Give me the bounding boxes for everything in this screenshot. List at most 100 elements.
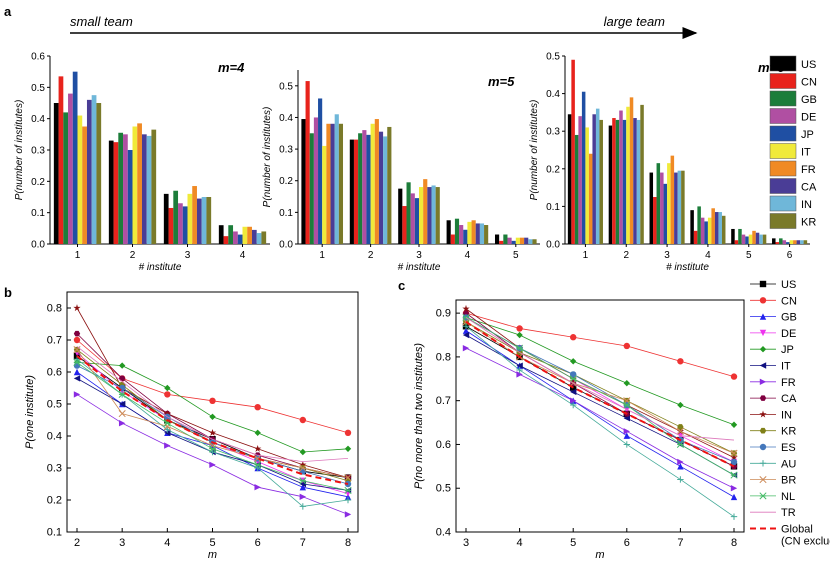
bar-FR-1: [82, 126, 87, 244]
point-IN-8: [730, 453, 738, 461]
plot-frame: [66, 291, 359, 533]
bar-IT-4: [242, 226, 248, 244]
y-tick-label: 0.4: [31, 114, 45, 125]
y-axis-label: P(number of institutes): [14, 100, 25, 201]
point-CA-2: [73, 330, 81, 337]
bar-IT-2: [370, 123, 375, 244]
bar-US-1: [53, 103, 59, 244]
point-AU-6: [623, 441, 630, 448]
point-FR-3: [118, 420, 126, 427]
bar-IN-2: [146, 135, 152, 244]
bar-IT-3: [419, 187, 424, 244]
point-AU-8: [344, 496, 352, 504]
bar-DE-5: [507, 237, 512, 244]
bar-FR-3: [670, 155, 675, 244]
legend-label-KR: KR: [801, 217, 816, 229]
bar-FR-2: [137, 123, 142, 244]
bar-FR-5: [519, 237, 525, 244]
bar-JP-3: [414, 198, 419, 244]
point-CA-3: [118, 375, 126, 382]
point-JP-5: [209, 413, 216, 420]
bar-IN-3: [677, 170, 682, 244]
x-tick-label: 3: [664, 250, 670, 261]
legend-swatch-JP: [769, 125, 797, 142]
series-line-IT: [465, 334, 735, 476]
bar-JP-2: [127, 150, 133, 244]
bar-DE-4: [233, 231, 238, 244]
bar-CA-5: [524, 237, 529, 244]
bar-CN-3: [402, 206, 407, 244]
point-JP-5: [570, 358, 577, 365]
y-axis-label: P(no more than two institutes): [413, 343, 425, 489]
point-IT-3: [118, 400, 126, 408]
y-tick-label: 0.9: [436, 308, 451, 320]
x-tick-label: 3: [416, 250, 422, 261]
legend-label-GB: GB: [781, 312, 797, 324]
bar-US-3: [163, 193, 169, 244]
bar-FR-5: [752, 230, 756, 244]
bar-JP-2: [366, 134, 371, 244]
point-AU-8: [730, 513, 738, 520]
bar-IT-5: [515, 237, 520, 244]
point-IN-3: [462, 304, 470, 312]
bar-IN-1: [334, 114, 339, 244]
x-tick-label: 5: [746, 250, 752, 261]
bar-IN-1: [595, 108, 600, 244]
y-tick-label: 0.6: [436, 439, 451, 451]
legend-label-CA: CA: [781, 393, 797, 405]
point-CN-7: [677, 358, 684, 365]
legend-label-JP: JP: [781, 344, 794, 356]
bar-GB-3: [406, 182, 411, 244]
point-NL-5: [569, 375, 577, 383]
series-line-Global: [76, 355, 349, 485]
bar-IN-1: [91, 95, 97, 245]
bar-GB-5: [503, 234, 508, 244]
point-CN-6: [623, 342, 630, 350]
point-JP-6: [254, 429, 261, 436]
bar-IN-3: [201, 197, 207, 244]
legend-label-CN: CN: [801, 77, 817, 89]
bar-IT-3: [187, 193, 193, 244]
legend-marker-US: [759, 280, 767, 288]
point-IN-4: [163, 409, 171, 417]
x-tick-label: 4: [465, 250, 471, 261]
point-CN-6: [254, 404, 261, 411]
legend-marker-AU: [759, 460, 767, 467]
point-IT-5: [570, 388, 577, 396]
large-team-label: large team: [604, 14, 666, 29]
point-GB-6: [623, 432, 630, 439]
chart-title: m=6: [758, 60, 785, 75]
y-tick-label: 0.1: [546, 202, 560, 213]
series-line-JP: [465, 317, 735, 426]
y-tick-label: 0.8: [436, 351, 451, 363]
bar-KR-3: [681, 170, 685, 244]
series-line-GB: [465, 330, 735, 498]
panel-label-a: a: [4, 4, 12, 19]
legend-swatch-CN: [769, 73, 797, 89]
y-tick-label: 0.4: [279, 113, 293, 124]
point-NL-2: [73, 358, 81, 366]
point-AU-4: [516, 366, 523, 374]
y-tick-label: 0.6: [47, 367, 62, 379]
bar-JP-5: [745, 236, 749, 244]
point-CN-5: [570, 334, 577, 341]
series-line-TR: [76, 346, 349, 463]
y-tick-label: 0.0: [279, 240, 293, 251]
bar-JP-6: [786, 242, 790, 244]
bar-FR-1: [588, 153, 593, 244]
x-tick-label: 2: [130, 250, 136, 261]
bar-CA-3: [196, 198, 202, 244]
bar-CN-5: [499, 240, 504, 244]
legend-label-BR: BR: [781, 475, 796, 487]
point-AU-6: [254, 464, 261, 472]
bar-GB-1: [63, 112, 69, 245]
point-BR-3: [118, 410, 126, 418]
x-tick-label: 7: [677, 537, 683, 549]
bar-IT-3: [667, 163, 671, 244]
y-tick-label: 0.2: [279, 176, 293, 187]
bar-US-3: [398, 188, 403, 244]
bar-charts: 0.00.10.20.30.40.50.61 2 3 4# instituteP(nu…: [14, 52, 810, 273]
line-chart-0: 0.1 0.2 0.3 0.4 0.5 0.6 0.7 0.8 2 3 4 5 6 7 8 m P(one in…: [24, 291, 359, 561]
x-tick-label: 3: [119, 537, 125, 549]
bar-CN-3: [168, 207, 174, 244]
